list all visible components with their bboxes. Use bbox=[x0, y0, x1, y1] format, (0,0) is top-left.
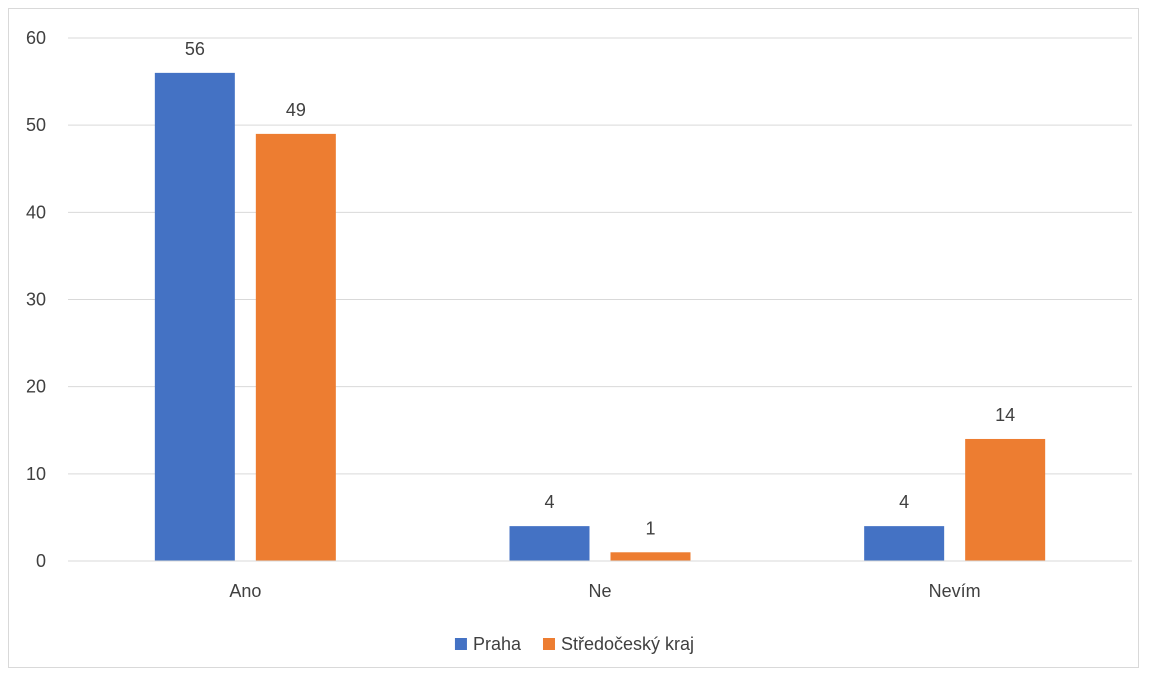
legend: Praha Středočeský kraj bbox=[454, 634, 694, 654]
y-tick-label: 60 bbox=[26, 28, 46, 48]
y-axis: 0 10 20 30 40 50 60 bbox=[26, 28, 46, 571]
bar-series1-1 bbox=[509, 526, 590, 561]
y-tick-label: 0 bbox=[36, 551, 46, 571]
bars bbox=[154, 72, 1046, 561]
bar-series2-0 bbox=[255, 133, 336, 561]
y-tick-label: 20 bbox=[26, 377, 46, 397]
data-label: 56 bbox=[185, 39, 205, 59]
bar-series1-2 bbox=[864, 526, 945, 561]
x-axis: Ano Ne Nevím bbox=[68, 560, 1132, 601]
x-tick-label: Ano bbox=[229, 581, 261, 601]
bar-series1-0 bbox=[154, 72, 235, 561]
data-label: 14 bbox=[995, 405, 1015, 425]
x-tick-label: Nevím bbox=[929, 581, 981, 601]
bar-series2-2 bbox=[965, 438, 1046, 561]
y-tick-label: 40 bbox=[26, 202, 46, 222]
data-label: 49 bbox=[286, 100, 306, 120]
y-tick-label: 10 bbox=[26, 464, 46, 484]
y-tick-label: 30 bbox=[26, 290, 46, 310]
legend-label: Praha bbox=[473, 634, 522, 654]
y-tick-label: 50 bbox=[26, 115, 46, 135]
legend-swatch bbox=[542, 638, 555, 650]
bar-series2-1 bbox=[610, 552, 691, 561]
data-label: 4 bbox=[544, 492, 554, 512]
legend-label: Středočeský kraj bbox=[561, 634, 694, 654]
data-label: 4 bbox=[899, 492, 909, 512]
data-label: 1 bbox=[645, 518, 655, 538]
x-tick-label: Ne bbox=[588, 581, 611, 601]
legend-swatch bbox=[454, 638, 467, 650]
